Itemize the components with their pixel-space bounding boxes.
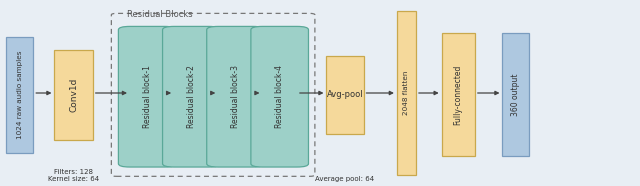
- FancyBboxPatch shape: [6, 37, 33, 153]
- FancyBboxPatch shape: [163, 26, 220, 167]
- FancyBboxPatch shape: [54, 50, 93, 140]
- FancyBboxPatch shape: [326, 56, 364, 134]
- Text: Average pool: 64: Average pool: 64: [316, 176, 374, 182]
- FancyBboxPatch shape: [442, 33, 475, 156]
- Text: 1024 raw audio samples: 1024 raw audio samples: [17, 51, 23, 139]
- Text: Fully-connected: Fully-connected: [454, 65, 463, 125]
- Text: 360 output: 360 output: [511, 74, 520, 116]
- Text: Avg-pool: Avg-pool: [326, 90, 364, 99]
- FancyBboxPatch shape: [251, 26, 308, 167]
- FancyBboxPatch shape: [207, 26, 264, 167]
- Text: Residual block-2: Residual block-2: [187, 65, 196, 128]
- Text: Residual block-1: Residual block-1: [143, 65, 152, 128]
- Text: Residual block-3: Residual block-3: [231, 65, 240, 128]
- FancyBboxPatch shape: [397, 11, 416, 175]
- FancyBboxPatch shape: [502, 33, 529, 156]
- Text: Residual block-4: Residual block-4: [275, 65, 284, 128]
- Text: Residual Blocks: Residual Blocks: [127, 10, 193, 19]
- Text: 2048 flatten: 2048 flatten: [403, 71, 410, 115]
- Text: Conv1d: Conv1d: [69, 78, 78, 112]
- Text: Filters: 128
Kernel size: 64: Filters: 128 Kernel size: 64: [48, 169, 99, 182]
- FancyBboxPatch shape: [118, 26, 176, 167]
